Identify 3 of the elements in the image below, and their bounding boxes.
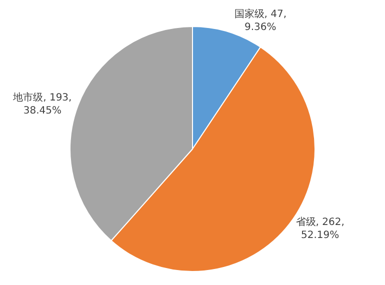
slice-label: 地市级, 193, 38.45% [12, 91, 72, 116]
slice-label: 省级, 262, 52.19% [296, 216, 344, 241]
slice-label: 国家级, 47, 9.36% [234, 8, 287, 33]
